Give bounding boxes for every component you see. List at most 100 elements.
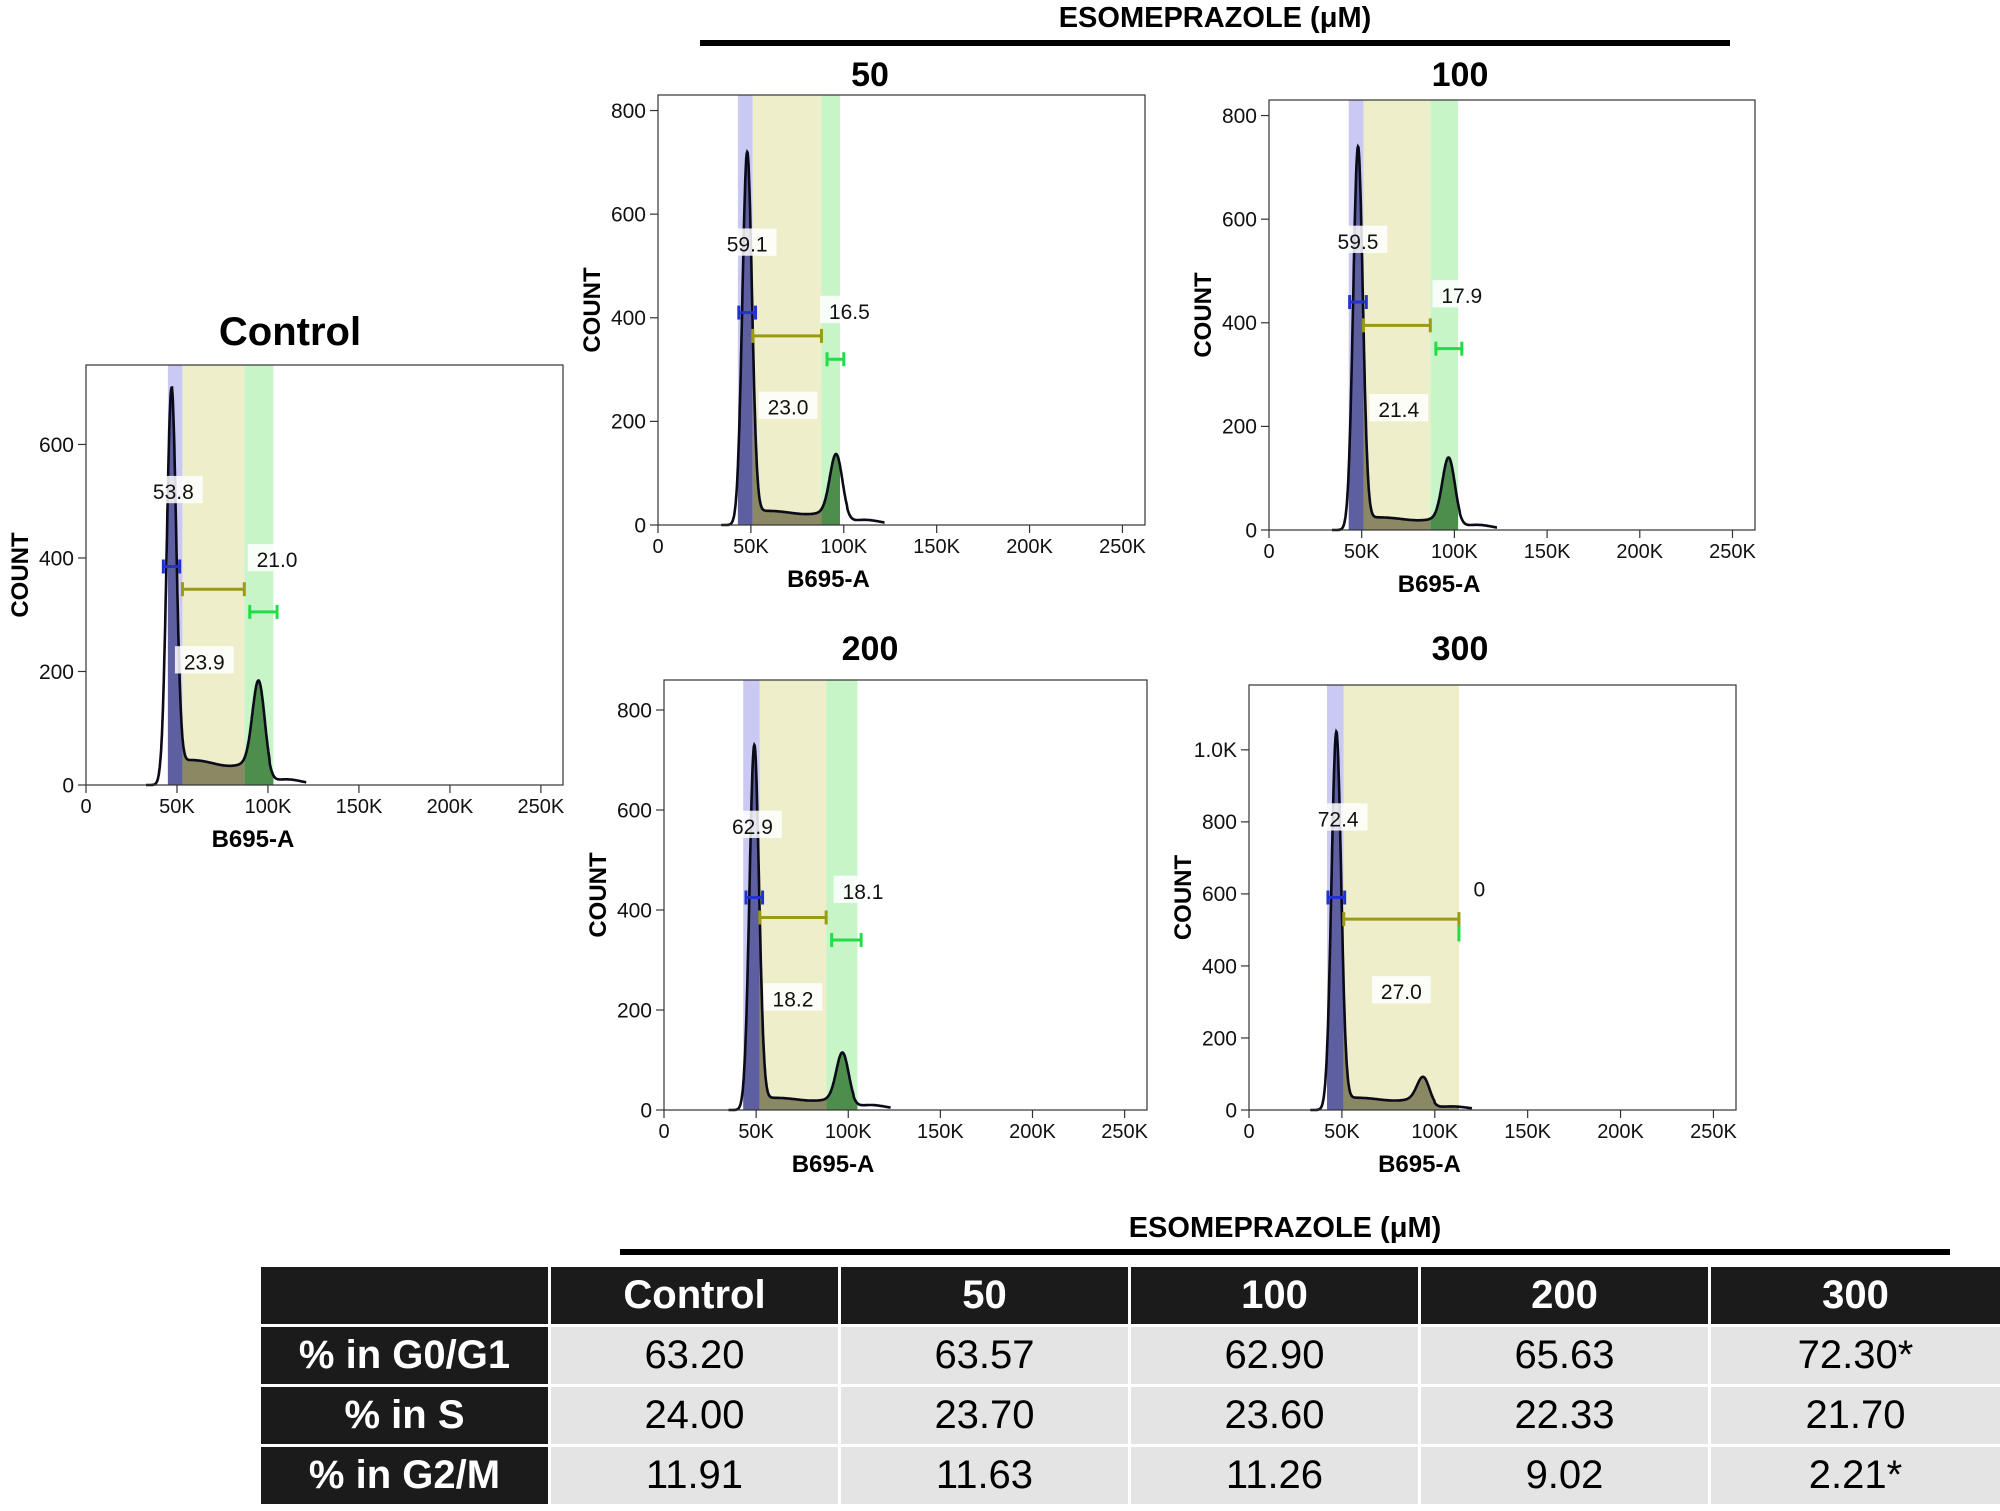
x-tick-label: 200K: [427, 796, 474, 818]
gate-label-bg: [143, 475, 203, 504]
x-tick-label: 200K: [1597, 1121, 1644, 1143]
x-tick-label: 250K: [518, 796, 565, 818]
table-cell: 2.21*: [1708, 1444, 2000, 1507]
x-axis-title: B695-A: [1378, 1151, 1461, 1178]
y-tick-label: 200: [611, 411, 646, 434]
gate-value-g1: 59.5: [1338, 231, 1379, 254]
table-corner-cell: [258, 1264, 551, 1327]
gate-label-bg: [1308, 803, 1368, 831]
plot-frame: [85, 364, 564, 786]
table-cell: 11.63: [838, 1444, 1131, 1507]
x-tick-label: 50K: [738, 1121, 774, 1143]
plot-frame: [657, 94, 1146, 526]
x-tick-label: 150K: [1504, 1121, 1551, 1143]
y-axis-title: COUNT: [1170, 855, 1197, 941]
y-tick-label: 800: [1222, 105, 1257, 128]
table-row: % in S 24.00 23.70 23.60 22.33 21.70: [258, 1384, 2000, 1447]
x-tick-label: 200K: [1616, 541, 1663, 563]
gate-band-s: [759, 680, 827, 1110]
gate-value-s: 18.2: [773, 988, 814, 1011]
y-tick-label: 400: [617, 899, 652, 922]
gate-value-g2: 17.9: [1441, 285, 1482, 308]
gate-value-g2: 0: [1474, 879, 1486, 902]
table-cell: 9.02: [1418, 1444, 1711, 1507]
table-cell: 63.20: [548, 1324, 841, 1387]
x-tick-label: 150K: [913, 536, 960, 558]
y-tick-label: 600: [1222, 209, 1257, 232]
panel-control: Control: [0, 300, 580, 870]
panel-200: 200: [580, 620, 1160, 1180]
histogram-fill-g2: [821, 454, 841, 525]
x-tick-label: 250K: [1709, 541, 1756, 563]
x-tick-label: 150K: [917, 1121, 964, 1143]
gate-value-g2: 18.1: [843, 881, 884, 904]
histogram-fill-g2: [826, 1052, 858, 1110]
table-header-row: Control 50 100 200 300: [258, 1264, 2000, 1327]
panel-title: Control: [218, 310, 362, 354]
histogram-curve: [146, 386, 307, 787]
y-tick-label: 600: [617, 799, 652, 822]
y-tick-label: 200: [1222, 416, 1257, 439]
gate-band-g2: [1430, 100, 1459, 530]
table-cell: 63.57: [838, 1324, 1131, 1387]
y-tick-label: 0: [640, 1099, 652, 1122]
gate-band-s: [752, 95, 822, 525]
y-tick-label: 1.0K: [1194, 739, 1237, 762]
gate-band-s: [1343, 685, 1459, 1110]
gate-label-bg: [819, 295, 879, 324]
plot-frame: [663, 679, 1148, 1111]
table-cell: 11.91: [548, 1444, 841, 1507]
y-tick-label: 400: [611, 307, 646, 330]
cell-cycle-summary-table: Control 50 100 200 300 % in G0/G1 63.20 …: [258, 1264, 2000, 1507]
table-cell: 22.33: [1418, 1384, 1711, 1447]
y-tick-label: 800: [617, 699, 652, 722]
x-tick-label: 150K: [1524, 541, 1571, 563]
y-axis-title: COUNT: [579, 267, 606, 353]
gate-label-bg: [1468, 873, 1491, 901]
y-tick-label: 200: [39, 661, 74, 684]
y-tick-label: 0: [1245, 519, 1257, 542]
x-tick-label: 100K: [1411, 1121, 1458, 1143]
x-tick-label: 250K: [1101, 1121, 1148, 1143]
x-tick-label: 50K: [1324, 1121, 1360, 1143]
gate-value-s: 27.0: [1381, 981, 1422, 1004]
gate-value-g1: 53.8: [153, 481, 194, 504]
x-tick-label: 0: [1263, 541, 1274, 563]
gate-value-g2: 16.5: [829, 301, 870, 324]
y-tick-label: 600: [611, 204, 646, 227]
x-tick-label: 0: [1243, 1121, 1254, 1143]
table-cell: 21.70: [1708, 1384, 2000, 1447]
panel-title: 50: [851, 56, 889, 94]
gate-label-bg: [833, 875, 893, 903]
gate-band-s: [182, 365, 245, 785]
table-row: % in G2/M 11.91 11.63 11.26 9.02 2.21*: [258, 1444, 2000, 1507]
y-tick-label: 400: [1202, 955, 1237, 978]
row-header: % in G0/G1: [258, 1324, 551, 1387]
gate-label-bg: [1369, 394, 1429, 422]
y-tick-label: 0: [1225, 1099, 1237, 1122]
histogram-curve: [728, 741, 891, 1112]
gate-value-g1: 72.4: [1318, 808, 1359, 831]
histogram-fill-g2: [1430, 457, 1459, 530]
y-axis-title: COUNT: [585, 852, 612, 938]
table-cell: 72.30*: [1708, 1324, 2000, 1387]
gate-value-s: 23.0: [768, 397, 809, 420]
y-tick-label: 800: [611, 100, 646, 123]
y-axis-title: COUNT: [1190, 272, 1217, 358]
y-axis-title: COUNT: [7, 532, 34, 618]
row-header: % in G2/M: [258, 1444, 551, 1507]
histogram-curve: [1332, 143, 1497, 532]
table-group-rule: [620, 1249, 1950, 1255]
gate-label-bg: [717, 228, 777, 256]
x-axis-title: B695-A: [1398, 571, 1481, 598]
table-cell: 65.63: [1418, 1324, 1711, 1387]
gate-band-s: [1363, 100, 1431, 530]
y-tick-label: 200: [1202, 1027, 1237, 1050]
table-cell: 62.90: [1128, 1324, 1421, 1387]
x-tick-label: 200K: [1006, 536, 1053, 558]
gate-label-bg: [247, 544, 307, 572]
y-tick-label: 600: [39, 434, 74, 457]
x-axis-title: B695-A: [787, 566, 870, 593]
